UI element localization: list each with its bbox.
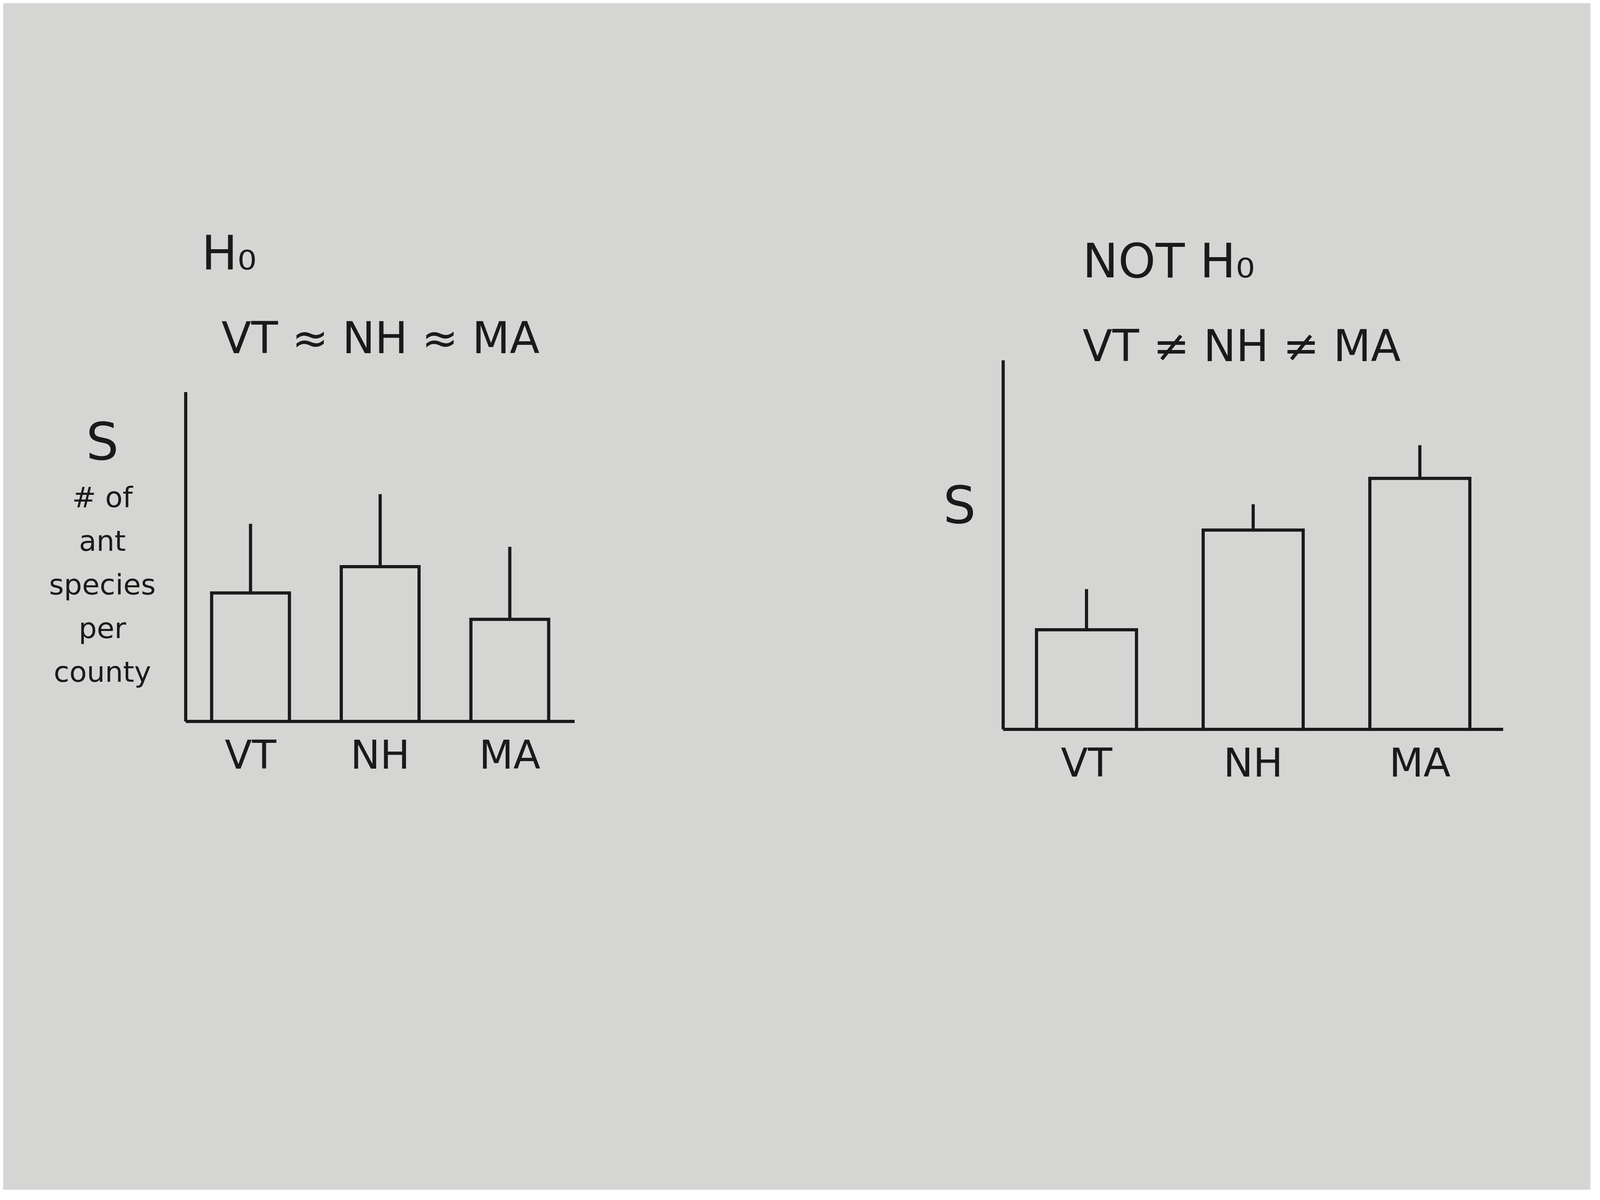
svg-text:NH: NH [350,731,410,779]
html-text:VT ≈ NH ≈ MA: VT ≈ NH ≈ MA [221,312,540,364]
svg-text:NH: NH [1223,739,1283,787]
html-text:S: S [85,411,119,472]
html-text:NOT H₀: NOT H₀ [1082,233,1255,289]
html-text:S: S [943,475,976,536]
html-text:H₀: H₀ [201,225,257,281]
html-text:species: species [49,567,156,602]
html-text:county: county [53,655,152,689]
svg-text:VT: VT [225,731,277,779]
html-text:per: per [78,611,127,645]
html-text:ant: ant [78,524,126,558]
svg-text:VT: VT [1060,739,1113,787]
svg-text:MA: MA [1389,739,1451,787]
html-text:VT ≠ NH ≠ MA: VT ≠ NH ≠ MA [1082,320,1401,372]
html-text:# of: # of [72,480,133,514]
svg-text:MA: MA [478,731,541,779]
